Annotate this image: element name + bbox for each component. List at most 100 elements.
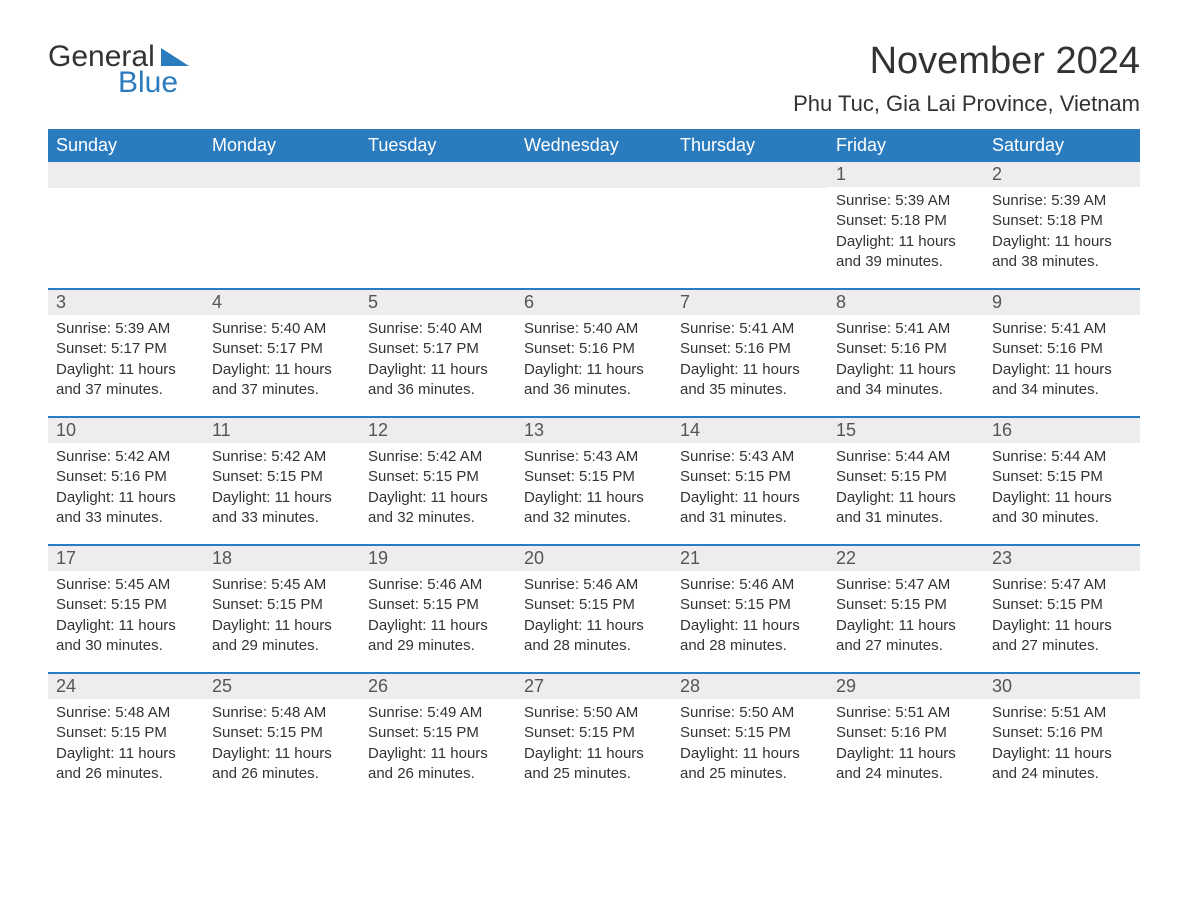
day-cell: 21Sunrise: 5:46 AMSunset: 5:15 PMDayligh… (672, 528, 828, 656)
sunrise-text: Sunrise: 5:45 AM (56, 575, 196, 595)
sunset-text: Sunset: 5:17 PM (212, 339, 352, 359)
day-cell: 19Sunrise: 5:46 AMSunset: 5:15 PMDayligh… (360, 528, 516, 656)
day-details: Sunrise: 5:42 AMSunset: 5:15 PMDaylight:… (360, 443, 516, 528)
day-cell: 23Sunrise: 5:47 AMSunset: 5:15 PMDayligh… (984, 528, 1140, 656)
sunrise-text: Sunrise: 5:39 AM (992, 191, 1132, 211)
week-row: 10Sunrise: 5:42 AMSunset: 5:16 PMDayligh… (48, 400, 1140, 528)
day-cell: 11Sunrise: 5:42 AMSunset: 5:15 PMDayligh… (204, 400, 360, 528)
daylight-text: Daylight: 11 hours and 34 minutes. (992, 360, 1132, 401)
sunset-text: Sunset: 5:15 PM (368, 723, 508, 743)
logo-triangle-icon (161, 48, 189, 66)
sunrise-text: Sunrise: 5:51 AM (992, 703, 1132, 723)
sunset-text: Sunset: 5:15 PM (836, 595, 976, 615)
sunset-text: Sunset: 5:17 PM (56, 339, 196, 359)
day-cell: 4Sunrise: 5:40 AMSunset: 5:17 PMDaylight… (204, 272, 360, 400)
sunset-text: Sunset: 5:15 PM (56, 723, 196, 743)
sunrise-text: Sunrise: 5:40 AM (368, 319, 508, 339)
month-title: November 2024 (793, 40, 1140, 83)
sunrise-text: Sunrise: 5:47 AM (992, 575, 1132, 595)
day-details: Sunrise: 5:45 AMSunset: 5:15 PMDaylight:… (204, 571, 360, 656)
weekday-thursday: Thursday (672, 129, 828, 162)
day-cell (48, 162, 204, 272)
day-cell: 27Sunrise: 5:50 AMSunset: 5:15 PMDayligh… (516, 656, 672, 784)
day-number: 3 (48, 290, 204, 315)
calendar-body: 1Sunrise: 5:39 AMSunset: 5:18 PMDaylight… (48, 162, 1140, 784)
day-cell: 25Sunrise: 5:48 AMSunset: 5:15 PMDayligh… (204, 656, 360, 784)
weekday-monday: Monday (204, 129, 360, 162)
day-cell: 13Sunrise: 5:43 AMSunset: 5:15 PMDayligh… (516, 400, 672, 528)
sunrise-text: Sunrise: 5:48 AM (212, 703, 352, 723)
sunrise-text: Sunrise: 5:46 AM (368, 575, 508, 595)
day-details: Sunrise: 5:39 AMSunset: 5:18 PMDaylight:… (828, 187, 984, 272)
weekday-tuesday: Tuesday (360, 129, 516, 162)
day-cell: 1Sunrise: 5:39 AMSunset: 5:18 PMDaylight… (828, 162, 984, 272)
week-row: 3Sunrise: 5:39 AMSunset: 5:17 PMDaylight… (48, 272, 1140, 400)
day-number: 14 (672, 418, 828, 443)
daylight-text: Daylight: 11 hours and 24 minutes. (836, 744, 976, 785)
day-number: 12 (360, 418, 516, 443)
day-cell: 24Sunrise: 5:48 AMSunset: 5:15 PMDayligh… (48, 656, 204, 784)
sunrise-text: Sunrise: 5:39 AM (56, 319, 196, 339)
sunrise-text: Sunrise: 5:43 AM (680, 447, 820, 467)
header: General Blue November 2024 Phu Tuc, Gia … (48, 40, 1140, 117)
daylight-text: Daylight: 11 hours and 32 minutes. (368, 488, 508, 529)
day-number: 5 (360, 290, 516, 315)
weekday-saturday: Saturday (984, 129, 1140, 162)
daylight-text: Daylight: 11 hours and 27 minutes. (992, 616, 1132, 657)
sunrise-text: Sunrise: 5:47 AM (836, 575, 976, 595)
sunset-text: Sunset: 5:15 PM (212, 723, 352, 743)
day-details: Sunrise: 5:41 AMSunset: 5:16 PMDaylight:… (828, 315, 984, 400)
day-details: Sunrise: 5:48 AMSunset: 5:15 PMDaylight:… (204, 699, 360, 784)
sunset-text: Sunset: 5:18 PM (836, 211, 976, 231)
day-cell: 2Sunrise: 5:39 AMSunset: 5:18 PMDaylight… (984, 162, 1140, 272)
sunset-text: Sunset: 5:16 PM (836, 339, 976, 359)
week-row: 17Sunrise: 5:45 AMSunset: 5:15 PMDayligh… (48, 528, 1140, 656)
day-number: 30 (984, 674, 1140, 699)
daylight-text: Daylight: 11 hours and 30 minutes. (56, 616, 196, 657)
sunrise-text: Sunrise: 5:41 AM (680, 319, 820, 339)
sunset-text: Sunset: 5:16 PM (992, 723, 1132, 743)
day-number: 20 (516, 546, 672, 571)
day-number: 24 (48, 674, 204, 699)
day-cell: 10Sunrise: 5:42 AMSunset: 5:16 PMDayligh… (48, 400, 204, 528)
sunrise-text: Sunrise: 5:42 AM (212, 447, 352, 467)
day-number: 9 (984, 290, 1140, 315)
day-details: Sunrise: 5:41 AMSunset: 5:16 PMDaylight:… (672, 315, 828, 400)
location: Phu Tuc, Gia Lai Province, Vietnam (793, 91, 1140, 117)
daylight-text: Daylight: 11 hours and 34 minutes. (836, 360, 976, 401)
daylight-text: Daylight: 11 hours and 36 minutes. (368, 360, 508, 401)
day-details: Sunrise: 5:40 AMSunset: 5:16 PMDaylight:… (516, 315, 672, 400)
day-cell: 8Sunrise: 5:41 AMSunset: 5:16 PMDaylight… (828, 272, 984, 400)
daylight-text: Daylight: 11 hours and 36 minutes. (524, 360, 664, 401)
day-number: 29 (828, 674, 984, 699)
calendar: SundayMondayTuesdayWednesdayThursdayFrid… (48, 129, 1140, 784)
daylight-text: Daylight: 11 hours and 38 minutes. (992, 232, 1132, 273)
day-number: 2 (984, 162, 1140, 187)
daylight-text: Daylight: 11 hours and 26 minutes. (368, 744, 508, 785)
day-cell: 3Sunrise: 5:39 AMSunset: 5:17 PMDaylight… (48, 272, 204, 400)
sunset-text: Sunset: 5:15 PM (524, 723, 664, 743)
day-cell: 29Sunrise: 5:51 AMSunset: 5:16 PMDayligh… (828, 656, 984, 784)
day-number: 25 (204, 674, 360, 699)
day-details: Sunrise: 5:39 AMSunset: 5:18 PMDaylight:… (984, 187, 1140, 272)
day-cell: 5Sunrise: 5:40 AMSunset: 5:17 PMDaylight… (360, 272, 516, 400)
sunset-text: Sunset: 5:16 PM (680, 339, 820, 359)
day-cell: 20Sunrise: 5:46 AMSunset: 5:15 PMDayligh… (516, 528, 672, 656)
day-number: 6 (516, 290, 672, 315)
day-details: Sunrise: 5:46 AMSunset: 5:15 PMDaylight:… (516, 571, 672, 656)
sunrise-text: Sunrise: 5:44 AM (992, 447, 1132, 467)
day-number: 16 (984, 418, 1140, 443)
day-cell (516, 162, 672, 272)
day-number: 10 (48, 418, 204, 443)
day-details: Sunrise: 5:42 AMSunset: 5:16 PMDaylight:… (48, 443, 204, 528)
day-number: 11 (204, 418, 360, 443)
day-cell: 14Sunrise: 5:43 AMSunset: 5:15 PMDayligh… (672, 400, 828, 528)
sunset-text: Sunset: 5:15 PM (524, 467, 664, 487)
sunset-text: Sunset: 5:15 PM (680, 595, 820, 615)
day-details: Sunrise: 5:50 AMSunset: 5:15 PMDaylight:… (516, 699, 672, 784)
day-details: Sunrise: 5:44 AMSunset: 5:15 PMDaylight:… (828, 443, 984, 528)
sunrise-text: Sunrise: 5:41 AM (992, 319, 1132, 339)
day-details: Sunrise: 5:46 AMSunset: 5:15 PMDaylight:… (360, 571, 516, 656)
day-details: Sunrise: 5:41 AMSunset: 5:16 PMDaylight:… (984, 315, 1140, 400)
sunset-text: Sunset: 5:15 PM (992, 595, 1132, 615)
